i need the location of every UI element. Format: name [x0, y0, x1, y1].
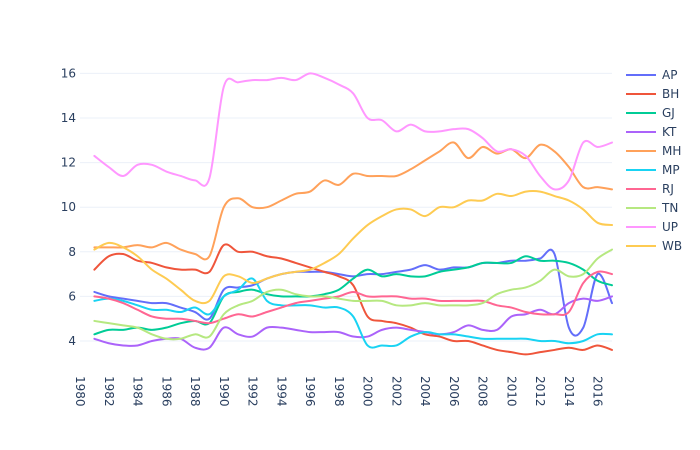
x-tick-label: 1986 — [159, 376, 173, 407]
y-tick-label: 8 — [68, 245, 76, 259]
x-tick-label: 2004 — [418, 376, 432, 407]
y-gridlines — [80, 72, 612, 342]
legend-label: AP — [662, 68, 677, 82]
y-tick-label: 12 — [61, 156, 76, 170]
series-line-gj — [93, 255, 613, 336]
y-tick-label: 14 — [61, 111, 76, 125]
series-line-mp — [93, 277, 613, 349]
series-line-bh — [93, 243, 613, 356]
x-tick-label: 1992 — [246, 376, 260, 407]
series-line-mh — [93, 141, 613, 261]
x-tick-label: 1996 — [303, 376, 317, 407]
legend-item-tn[interactable]: TN — [626, 201, 678, 215]
y-tick-label: 16 — [61, 66, 76, 80]
legend-item-rj[interactable]: RJ — [626, 182, 674, 196]
x-tick-label: 2016 — [591, 376, 605, 407]
y-tick-label: 6 — [68, 289, 76, 303]
x-tick-label: 2000 — [361, 376, 375, 407]
legend-label: KT — [662, 125, 677, 139]
x-tick-label: 2010 — [504, 376, 518, 407]
y-axis-tick-labels: 4 6 8 10 12 14 16 — [61, 66, 76, 348]
legend-label: RJ — [662, 182, 674, 196]
x-tick-label: 2008 — [476, 376, 490, 407]
y-tick-label: 10 — [61, 200, 76, 214]
legend-label: MH — [662, 144, 681, 158]
series-lines — [93, 72, 613, 356]
series-line-up — [93, 72, 613, 191]
series-line-tn — [93, 248, 613, 341]
legend-item-up[interactable]: UP — [626, 220, 678, 234]
y-tick-label: 4 — [68, 334, 76, 348]
legend[interactable]: AP BH GJ KT MH MP RJ TN UP WB — [626, 68, 682, 253]
series-line-ap — [93, 248, 613, 337]
series-line-rj — [93, 270, 613, 325]
x-axis-tick-labels: 1980 1982 1984 1986 1988 1990 1992 1994 1996 1998… — [73, 376, 605, 407]
legend-item-wb[interactable]: WB — [626, 239, 682, 253]
legend-label: WB — [662, 239, 682, 253]
x-tick-label: 1982 — [102, 376, 116, 407]
x-tick-label: 1984 — [131, 376, 145, 407]
legend-item-bh[interactable]: BH — [626, 87, 679, 101]
legend-label: UP — [662, 220, 678, 234]
x-tick-label: 2006 — [447, 376, 461, 407]
legend-item-ap[interactable]: AP — [626, 68, 677, 82]
x-tick-label: 1980 — [73, 376, 87, 407]
legend-item-mp[interactable]: MP — [626, 163, 680, 177]
legend-label: GJ — [662, 106, 675, 120]
legend-label: TN — [661, 201, 678, 215]
x-tick-label: 2014 — [562, 376, 576, 407]
x-tick-label: 2002 — [389, 376, 403, 407]
legend-item-mh[interactable]: MH — [626, 144, 681, 158]
legend-label: BH — [662, 87, 679, 101]
x-tick-label: 1998 — [332, 376, 346, 407]
x-tick-label: 2012 — [533, 376, 547, 407]
x-tick-label: 1988 — [188, 376, 202, 407]
x-tick-label: 1990 — [217, 376, 231, 407]
x-tick-label: 1994 — [274, 376, 288, 407]
legend-label: MP — [662, 163, 680, 177]
legend-item-kt[interactable]: KT — [626, 125, 677, 139]
series-line-wb — [93, 190, 613, 305]
legend-item-gj[interactable]: GJ — [626, 106, 675, 120]
